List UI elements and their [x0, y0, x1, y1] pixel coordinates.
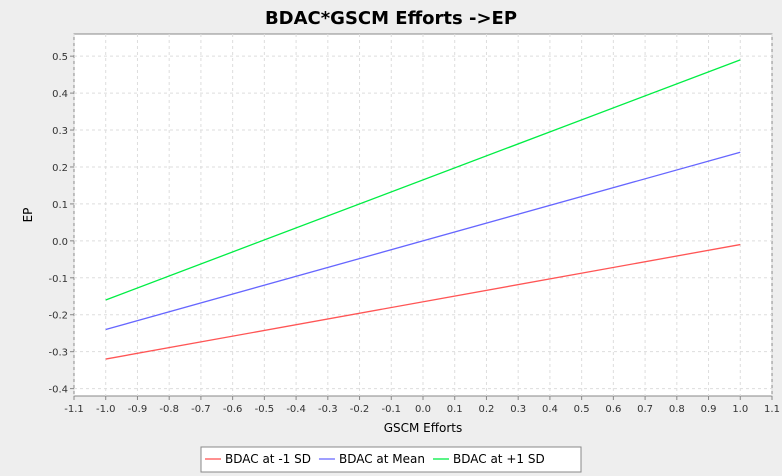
- x-tick-labels: -1.1 -1.0 -0.9 -0.8 -0.7 -0.6 -0.5 -0.4 -0.3 -0.2…: [64, 404, 780, 415]
- legend-label: BDAC at +1 SD: [453, 452, 545, 466]
- y-tick-label: 0.0: [52, 237, 68, 248]
- x-tick-label: 1.1: [764, 404, 780, 415]
- y-axis-label: EP: [21, 208, 35, 223]
- y-tick-label: 0.4: [52, 89, 68, 100]
- x-tick-label: 0.1: [447, 404, 463, 415]
- x-tick-label: -0.8: [159, 404, 179, 415]
- legend-box: [200, 446, 582, 473]
- x-tick-label: -0.7: [191, 404, 211, 415]
- y-tick-label: 0.2: [52, 163, 68, 174]
- x-tick-label: -0.1: [382, 404, 402, 415]
- x-tick-label: 0.5: [574, 404, 590, 415]
- y-tick-label: -0.3: [48, 348, 68, 359]
- x-tick-label: 0.9: [701, 404, 717, 415]
- legend-label: BDAC at Mean: [339, 452, 425, 466]
- x-tick-label: 1.0: [732, 404, 748, 415]
- y-tick-label: 0.3: [52, 126, 68, 137]
- y-tick-label: -0.1: [48, 274, 68, 285]
- x-tick-label: -0.6: [223, 404, 243, 415]
- x-tick-label: 0.0: [415, 404, 431, 415]
- x-tick-label: -1.1: [64, 404, 84, 415]
- x-tick-label: -0.4: [286, 404, 306, 415]
- x-tick-label: 0.2: [479, 404, 495, 415]
- y-tick-label: 0.5: [52, 52, 68, 63]
- series-layer: [105, 59, 741, 360]
- legend-label: BDAC at -1 SD: [225, 452, 311, 466]
- series-line: [105, 59, 741, 301]
- x-tick-label: 0.8: [669, 404, 685, 415]
- x-tick-label: -1.0: [96, 404, 116, 415]
- x-axis-label: GSCM Efforts: [384, 421, 463, 435]
- x-tick-label: 0.4: [542, 404, 558, 415]
- series-line: [105, 243, 741, 360]
- y-tick-label: -0.2: [48, 311, 68, 322]
- x-tick-label: 0.3: [510, 404, 526, 415]
- series-line: [105, 151, 741, 331]
- y-tick-label: -0.4: [48, 385, 68, 396]
- x-tick-label: -0.9: [128, 404, 148, 415]
- x-tick-label: 0.6: [605, 404, 621, 415]
- x-tick-label: -0.5: [255, 404, 275, 415]
- x-tick-label: -0.3: [318, 404, 338, 415]
- x-tick-label: -0.2: [350, 404, 370, 415]
- grid-layer: [70, 34, 773, 400]
- legend: BDAC at -1 SD BDAC at Mean BDAC at +1 SD: [200, 446, 582, 473]
- y-tick-label: 0.1: [52, 200, 68, 211]
- y-tick-labels: -0.4 -0.3 -0.2 -0.1 0.0 0.1 0.2 0.3 0.4 0.5: [48, 52, 68, 395]
- chart-title: BDAC*GSCM Efforts ->EP: [265, 8, 517, 29]
- x-tick-label: 0.7: [637, 404, 653, 415]
